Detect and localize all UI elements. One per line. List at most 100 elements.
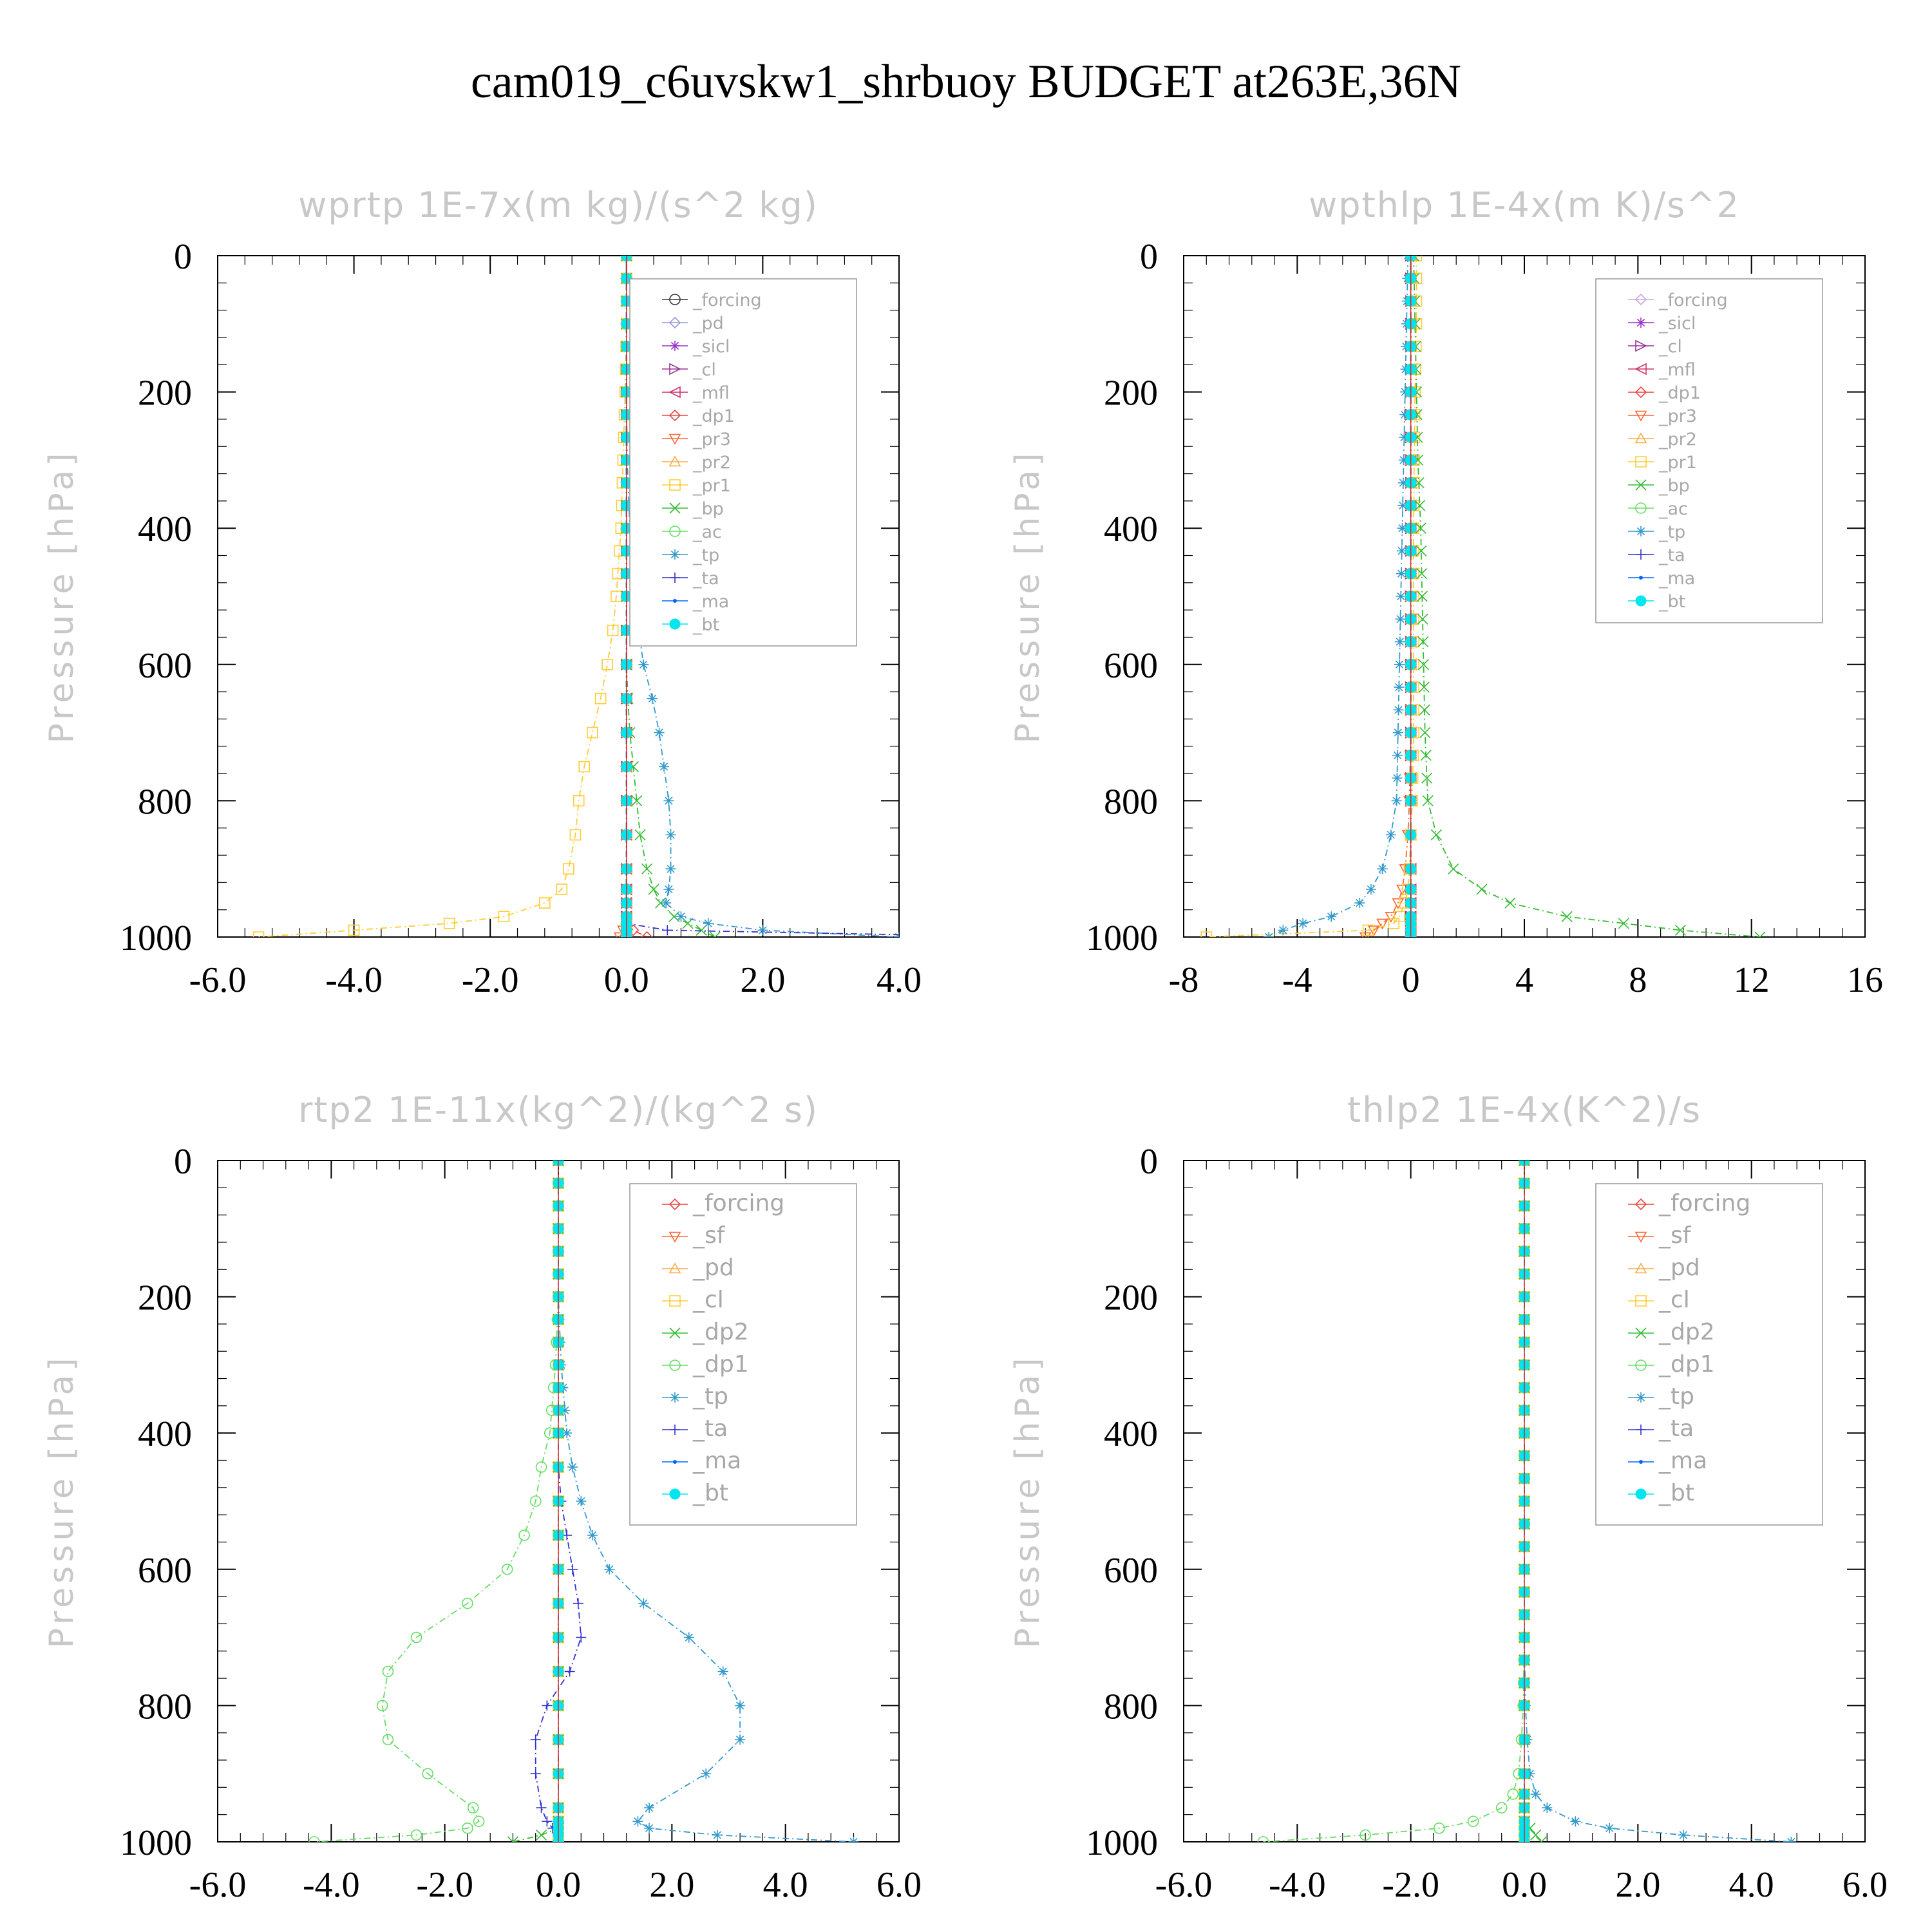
legend-marker	[673, 599, 677, 603]
x-tick-label: 0.0	[1502, 1865, 1547, 1905]
series-dp1	[308, 1160, 564, 1842]
data-point	[587, 1530, 598, 1540]
y-tick-label: 400	[1104, 509, 1158, 549]
data-point	[601, 659, 613, 670]
series-line	[258, 256, 627, 937]
legend-marker	[670, 341, 680, 351]
legend-label: _sicl	[1658, 314, 1696, 334]
legend-marker	[1634, 386, 1647, 399]
x-tick-label: -2.0	[462, 960, 519, 1000]
data-point	[536, 1803, 547, 1814]
data-point	[658, 761, 669, 772]
legend-label: _sf	[1658, 1222, 1692, 1249]
legend-entry: _bt	[1628, 1480, 1694, 1506]
data-point	[1392, 898, 1405, 909]
data-point	[663, 884, 674, 895]
x-tick-label: -6.0	[189, 1865, 247, 1905]
panel-title: wpthlp 1E-4x(m K)/s^2	[1309, 185, 1740, 225]
legend-label: _pd	[692, 1255, 734, 1281]
legend-entry: _ac	[1628, 499, 1688, 519]
data-point	[1365, 884, 1376, 895]
legend-box	[629, 278, 857, 647]
data-point	[701, 1768, 712, 1779]
data-point	[665, 864, 676, 875]
data-point	[1419, 727, 1431, 739]
legend-label: _bt	[1658, 1480, 1694, 1506]
legend-marker	[669, 294, 681, 305]
legend-label: _cl	[692, 360, 716, 380]
data-point	[703, 918, 714, 929]
x-tick-label: -4	[1282, 960, 1312, 1000]
data-point	[1495, 1802, 1508, 1814]
data-point	[604, 1564, 615, 1575]
y-axis-label: Pressure [hPa]	[1009, 1354, 1047, 1649]
legend-marker	[669, 1295, 681, 1307]
data-point	[1326, 911, 1337, 922]
legend-marker	[668, 1231, 681, 1243]
data-point	[576, 1632, 587, 1643]
data-point	[382, 1734, 394, 1746]
legend-marker	[1634, 1262, 1647, 1274]
legend-label: _cl	[692, 1287, 724, 1313]
data-point	[1399, 386, 1410, 397]
data-point	[1417, 613, 1428, 625]
data-point	[1394, 682, 1405, 693]
legend-marker	[1635, 1295, 1647, 1307]
data-point	[712, 1830, 723, 1841]
data-point	[507, 1836, 519, 1842]
legend-label: _tp	[692, 545, 719, 565]
data-point	[641, 863, 653, 875]
legend-marker	[668, 1198, 681, 1211]
y-tick-label: 1000	[120, 918, 192, 958]
data-point	[661, 898, 672, 909]
legend-box	[1595, 278, 1823, 623]
data-point	[252, 931, 265, 937]
legend-marker	[1635, 456, 1647, 468]
legend-label: _tp	[692, 1383, 728, 1410]
page-title: cam019_c6uvskw1_shrbuoy BUDGET at263E,36…	[470, 55, 1462, 108]
legend-marker	[1634, 410, 1647, 422]
legend-marker	[1639, 1460, 1643, 1464]
data-point	[1385, 829, 1396, 840]
data-point	[542, 1816, 553, 1827]
legend-box	[1595, 1183, 1823, 1526]
legend-marker	[1635, 1488, 1647, 1500]
data-point	[638, 1598, 649, 1609]
data-point	[1535, 1836, 1548, 1842]
data-point	[683, 1632, 694, 1643]
data-point	[1422, 795, 1434, 806]
data-point	[1419, 704, 1430, 715]
legend-entry: _tp	[1628, 1383, 1694, 1410]
data-point	[1396, 545, 1407, 556]
y-tick-label: 600	[1104, 1551, 1158, 1591]
legend-label: _mfl	[1658, 360, 1696, 380]
legend-marker	[669, 1488, 681, 1500]
legend-marker	[668, 433, 681, 445]
data-point	[569, 829, 582, 841]
legend-entry: _dp2	[662, 1319, 749, 1345]
data-point	[376, 1700, 388, 1712]
data-point	[1421, 772, 1433, 784]
data-point	[1467, 1815, 1479, 1828]
legend-label: _dp1	[692, 406, 735, 426]
y-tick-label: 0	[174, 237, 192, 277]
legend-label: _pr1	[1658, 453, 1697, 473]
data-point	[1414, 500, 1426, 511]
data-point	[443, 918, 455, 929]
series-line	[314, 1160, 559, 1842]
data-point	[1507, 1788, 1519, 1800]
legend-entry: _pr1	[1628, 453, 1697, 473]
plot-frame	[217, 255, 900, 938]
legend-label: _pr2	[1658, 430, 1697, 450]
x-tick-label: 2.0	[1615, 1865, 1660, 1905]
data-point	[1418, 681, 1430, 693]
series-tp	[1264, 256, 1414, 937]
data-point	[1504, 897, 1516, 909]
legend-label: _ma	[1658, 569, 1695, 589]
data-point	[556, 884, 568, 895]
data-point	[1393, 705, 1404, 715]
x-tick-label: 4.0	[1729, 1865, 1774, 1905]
series-line	[1263, 1160, 1525, 1842]
data-point	[564, 1666, 575, 1677]
